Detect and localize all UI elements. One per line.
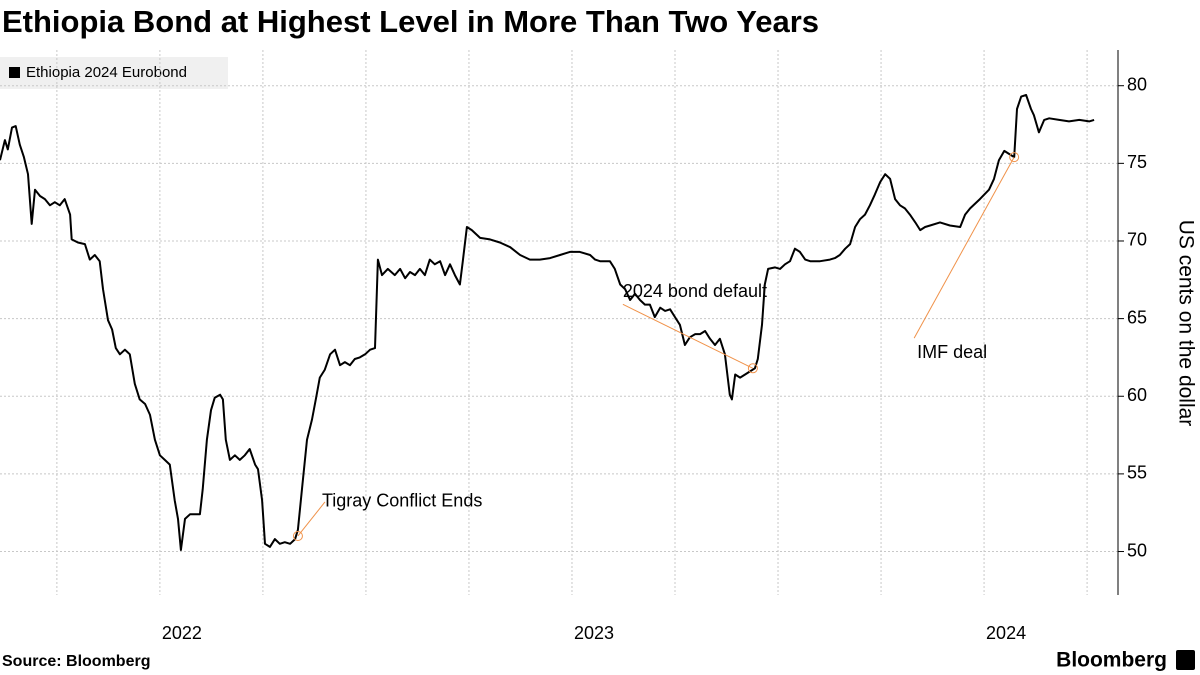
y-tick-label: 65 [1127, 307, 1147, 327]
brand: Bloomberg [1056, 649, 1167, 672]
x-tick-label: 2024 [986, 623, 1026, 643]
annotation: 2024 bond default [623, 281, 767, 301]
y-tick-label: 80 [1127, 74, 1147, 94]
annotation-leader [622, 303, 754, 369]
source: Source: Bloomberg [2, 653, 150, 670]
legend: Ethiopia 2024 Eurobond [0, 57, 228, 89]
legend-swatch [9, 67, 20, 78]
y-tick-label: 75 [1127, 152, 1147, 172]
legend-box [0, 57, 228, 89]
grid [0, 50, 1118, 595]
y-tick-label: 70 [1127, 230, 1147, 250]
annotation: Tigray Conflict Ends [322, 491, 482, 511]
y-axis-label: US cents on the dollar [1174, 220, 1197, 427]
y-tick-label: 50 [1127, 540, 1147, 560]
annotation-marker [747, 363, 758, 374]
x-tick-label: 2022 [162, 623, 202, 643]
annotation-leader [297, 501, 326, 537]
annotation-marker [292, 530, 303, 541]
y-tick-label: 55 [1127, 463, 1147, 483]
brand-icon [1176, 650, 1195, 670]
annotation: IMF deal [917, 342, 987, 362]
line [0, 94, 1095, 551]
annotation-leader [913, 156, 1015, 339]
annotation-marker [1009, 152, 1020, 163]
chart-title: Ethiopia Bond at Highest Level in More T… [2, 4, 819, 39]
y-tick-label: 60 [1127, 385, 1147, 405]
x-tick-label: 2023 [574, 623, 614, 643]
legend-label: Ethiopia 2024 Eurobond [26, 64, 187, 81]
